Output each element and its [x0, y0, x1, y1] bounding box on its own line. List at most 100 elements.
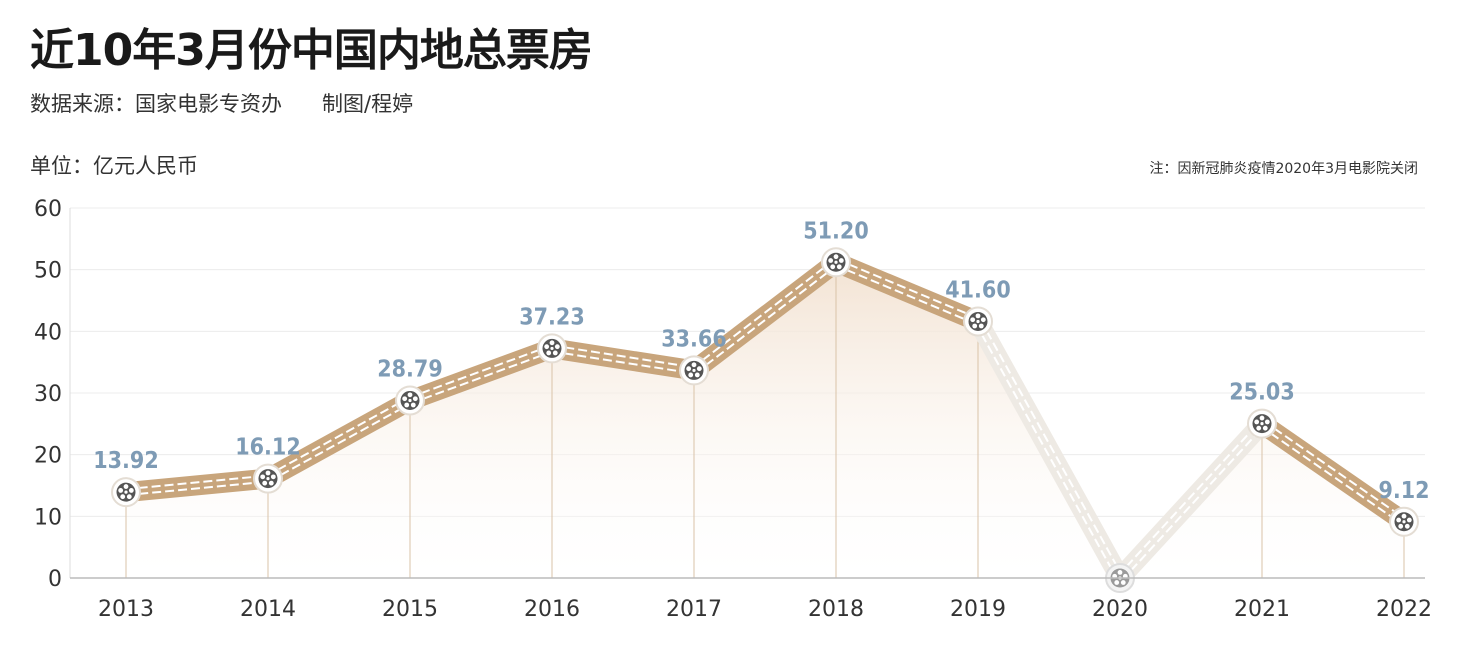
reel-hub [834, 260, 838, 264]
reel-hole [978, 323, 984, 329]
reel-hub [1402, 520, 1406, 524]
reel-hub [976, 319, 980, 324]
reel-hole [1401, 513, 1407, 519]
reel-marker [963, 306, 993, 337]
reel-hub [1260, 422, 1264, 426]
film-perforation [1117, 420, 1261, 577]
reel-hole [552, 350, 558, 356]
reel-hole [1396, 517, 1402, 523]
axis-layer: 0 10 20 30 40 50 60 2013 2014 2015 2016 2017 2018 201… [34, 197, 1432, 622]
reel-hole [544, 344, 550, 350]
reel-hole [1259, 415, 1265, 421]
reel-hub [692, 368, 696, 373]
film-segment [832, 253, 982, 331]
reel-hole [1114, 580, 1120, 585]
reel-hole [833, 254, 839, 260]
value-label: 28.79 [377, 356, 442, 382]
reel-hole [126, 494, 132, 500]
footnote: 注：因新冠肺炎疫情2020年3月电影院关闭 [1149, 161, 1418, 177]
reel-hole [268, 480, 274, 486]
value-labels: 13.92 16.12 28.79 37.23 33.66 51.20 41.60 25.03… [93, 218, 1429, 503]
x-tick-label: 2022 [1376, 597, 1432, 622]
reel-marker [111, 477, 141, 508]
reel-hub [124, 490, 128, 494]
reel-hole [686, 366, 692, 372]
film-band [550, 338, 696, 381]
chart-title: 近10年3月份中国内地总票房 [30, 25, 593, 76]
reel-hole [549, 340, 555, 346]
reel-hub [550, 346, 554, 351]
x-tick-label: 2021 [1234, 597, 1290, 622]
value-label: 25.03 [1229, 380, 1294, 406]
reel-hole [1406, 517, 1412, 523]
film-band [1112, 416, 1270, 585]
film-band [125, 468, 269, 503]
value-label: 33.66 [661, 326, 726, 352]
reel-hole [407, 392, 413, 398]
y-tick-label: 30 [34, 382, 62, 407]
film-perforation [1259, 425, 1403, 526]
value-label: 37.23 [519, 304, 584, 330]
reel-hub [266, 476, 270, 481]
credit-text: 制图/程婷 [322, 92, 414, 116]
film-segment [125, 468, 269, 503]
film-segment [687, 254, 843, 379]
value-label: 41.60 [945, 277, 1010, 303]
film-segment [1112, 416, 1270, 585]
reel-marker [253, 463, 283, 494]
reel-marker [1247, 408, 1277, 439]
y-tick-label: 50 [34, 259, 62, 284]
area-layer [126, 262, 1404, 578]
value-label: 51.20 [803, 218, 868, 244]
reel-hole [270, 474, 276, 480]
reel-hole [694, 372, 700, 378]
y-tick-label: 60 [34, 197, 62, 222]
reel-hole [688, 372, 694, 378]
reel-hole [262, 480, 268, 486]
reel-marker [821, 247, 851, 278]
reel-hole [1117, 570, 1123, 575]
film-segment [550, 338, 696, 381]
reel-hole [1398, 523, 1404, 529]
reel-hole [120, 494, 126, 500]
reel-hole [838, 258, 844, 263]
film-perforation [691, 259, 835, 369]
reel-hole [118, 488, 124, 493]
reel-marker [1389, 506, 1419, 537]
reel-hole [123, 484, 129, 489]
chart-subtitle: 数据来源：国家电影专资办 制图/程婷 [30, 88, 413, 118]
film-perforation [551, 350, 694, 375]
reel-hole [828, 258, 834, 263]
film-perforation [126, 480, 269, 497]
source-text: 数据来源：国家电影专资办 [30, 92, 282, 116]
reel-marker [537, 333, 567, 364]
reel-hole [975, 313, 981, 319]
stem-layer [125, 262, 1405, 578]
value-label: 16.12 [235, 435, 300, 461]
reel-hole [1120, 580, 1126, 585]
x-tick-label: 2018 [808, 597, 864, 622]
reel-hole [830, 264, 836, 270]
film-perforation [974, 322, 1119, 580]
value-label: 13.92 [93, 448, 158, 474]
film-perforation [552, 344, 695, 369]
film-perforation [979, 319, 1124, 578]
x-tick-label: 2017 [666, 597, 722, 622]
reel-hub [408, 398, 412, 403]
reel-hole [836, 264, 842, 270]
reel-hole [404, 402, 410, 408]
reel-marker [395, 385, 425, 416]
film-perforation [266, 396, 410, 477]
film-strip-line [125, 253, 1410, 585]
film-segment [1256, 415, 1410, 530]
film-segment [406, 339, 556, 410]
reel-hole [260, 474, 266, 480]
reel-hole [1254, 419, 1260, 425]
reel-hole [1256, 425, 1262, 431]
reel-hole [265, 470, 271, 476]
unit-label: 单位：亿元人民币 [30, 154, 198, 178]
reel-hole [1264, 419, 1270, 425]
reel-marker [679, 355, 709, 386]
film-perforation [125, 474, 268, 491]
reel-hole [1404, 523, 1410, 529]
